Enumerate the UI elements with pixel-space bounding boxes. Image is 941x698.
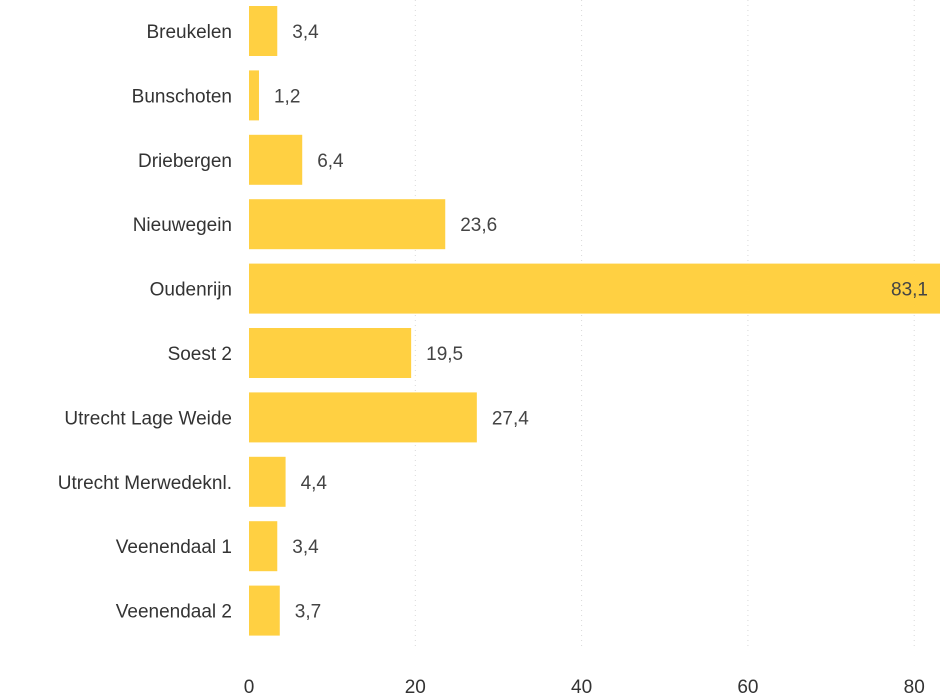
value-label: 19,5 [426,344,463,365]
value-label: 4,4 [301,473,328,494]
bar-driebergen[interactable] [249,134,303,185]
category-label: Veenendaal 2 [116,602,232,623]
x-tick-label-60: 60 [737,677,758,698]
bar-veenendaal-2[interactable] [249,585,280,636]
category-label: Breukelen [146,22,232,43]
category-labels: Breukelen Bunschoten Driebergen Nieuwegein O… [58,22,232,623]
category-label: Nieuwegein [133,215,232,236]
category-label: Bunschoten [132,86,232,107]
bar-veenendaal-1[interactable] [249,521,278,572]
value-label: 1,2 [274,86,300,107]
bars [249,6,940,636]
grid-lines [414,0,915,650]
value-label: 3,7 [295,602,321,623]
value-label: 3,4 [292,22,319,43]
value-label: 83,1 [891,280,928,301]
category-label: Utrecht Merwedeknl. [58,473,232,494]
value-label: 3,4 [292,537,319,558]
category-label: Utrecht Lage Weide [64,408,232,429]
bar-utrecht-lage-weide[interactable] [249,392,477,443]
bar-soest-2[interactable] [249,328,412,378]
x-tick-label-80: 80 [904,677,925,698]
bar-utrecht-merwedeknl-[interactable] [249,456,286,507]
bar-nieuwegein[interactable] [249,199,446,250]
category-label: Veenendaal 1 [116,537,232,558]
value-label: 6,4 [317,151,344,172]
category-label: Driebergen [138,151,232,172]
category-label: Soest 2 [168,344,232,365]
x-tick-label-40: 40 [571,677,592,698]
x-tick-label-20: 20 [405,677,426,698]
bar-bunschoten[interactable] [249,70,259,121]
category-label: Oudenrijn [150,280,232,301]
value-label: 27,4 [492,408,529,429]
bar-oudenrijn[interactable] [249,263,940,314]
value-labels: 3,4 1,2 6,4 23,6 83,1 19,5 27,4 4,4 3,4 3,7 [274,22,928,623]
x-axis-ticks: 0 20 40 60 80 [244,677,925,698]
bar-breukelen[interactable] [249,6,278,56]
x-tick-label-0: 0 [244,677,255,698]
value-label: 23,6 [460,215,497,236]
